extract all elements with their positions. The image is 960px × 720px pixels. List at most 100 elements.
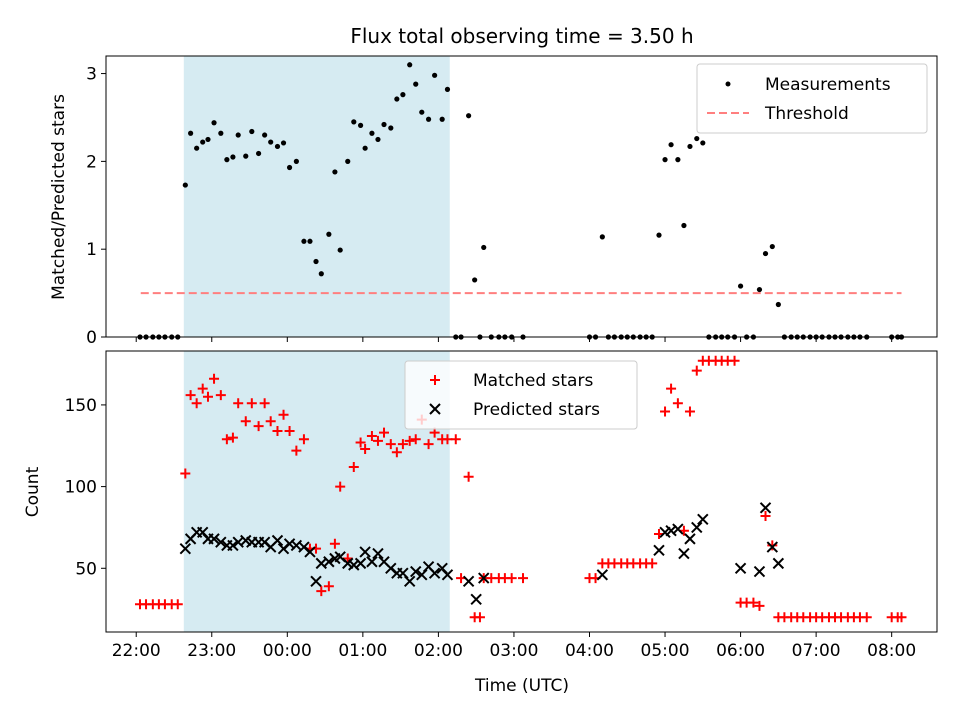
measurement-point bbox=[599, 234, 605, 240]
matched-star-marker bbox=[323, 581, 334, 592]
matched-star-marker bbox=[474, 612, 485, 623]
predicted-star-marker bbox=[271, 534, 284, 547]
measurement-point bbox=[301, 238, 307, 244]
matched-star-marker bbox=[202, 391, 213, 402]
measurement-point bbox=[293, 158, 299, 164]
top-y-axis-label: Matched/Predicted stars bbox=[49, 94, 69, 300]
x-tick-label: 23:00 bbox=[187, 641, 236, 661]
matched-star-marker bbox=[342, 553, 353, 564]
measurement-point bbox=[205, 136, 211, 143]
predicted-star-marker bbox=[323, 556, 335, 568]
measurement-point bbox=[400, 92, 406, 98]
matched-star-marker bbox=[767, 540, 778, 551]
matched-star-marker bbox=[233, 398, 244, 409]
measurement-point bbox=[211, 120, 217, 126]
measurement-point bbox=[194, 145, 200, 151]
bottom-y-tick-label: 100 bbox=[65, 478, 97, 498]
predicted-star-marker bbox=[354, 557, 367, 570]
matched-star-marker bbox=[660, 406, 671, 417]
matched-star-marker bbox=[316, 586, 327, 597]
predicted-star-marker bbox=[227, 539, 239, 552]
x-tick-label: 05:00 bbox=[641, 641, 690, 661]
x-tick-label: 07:00 bbox=[792, 641, 841, 661]
measurement-point bbox=[286, 164, 293, 171]
measurement-point bbox=[274, 143, 281, 150]
predicted-star-marker bbox=[208, 533, 220, 545]
measurement-point bbox=[681, 222, 687, 229]
x-tick-label: 06:00 bbox=[716, 641, 765, 661]
measurement-point bbox=[481, 244, 487, 251]
x-tick-label: 01:00 bbox=[338, 641, 387, 661]
matched-star-marker bbox=[379, 427, 390, 438]
matched-star-marker bbox=[423, 439, 434, 450]
x-tick-label: 03:00 bbox=[489, 641, 538, 661]
predicted-star-marker bbox=[596, 569, 609, 581]
matched-star-marker bbox=[298, 434, 309, 445]
matched-star-marker bbox=[666, 383, 677, 394]
measurement-point bbox=[182, 182, 188, 188]
matched-star-marker bbox=[215, 390, 226, 401]
top-legend: Measurements Threshold bbox=[696, 63, 928, 134]
measurement-point bbox=[369, 130, 375, 136]
predicted-star-marker bbox=[441, 569, 454, 581]
matched-star-marker bbox=[221, 434, 232, 445]
bottom-x-axis-ticks: 22:00 23:00 00:00 01:00 02:00 03:00 04:00 05:00… bbox=[112, 632, 916, 661]
predicted-star-marker bbox=[684, 533, 696, 545]
matched-star-marker bbox=[372, 435, 383, 446]
matched-star-marker bbox=[684, 406, 695, 417]
measurement-point bbox=[326, 231, 332, 237]
measurement-point bbox=[472, 277, 478, 283]
measurement-point bbox=[337, 247, 343, 253]
measurement-point bbox=[432, 72, 438, 78]
matched-legend-marker bbox=[430, 375, 440, 385]
measurement-point bbox=[224, 157, 230, 163]
predicted-star-marker bbox=[428, 567, 441, 579]
measurement-point bbox=[249, 128, 255, 135]
matched-star-marker bbox=[355, 437, 366, 448]
matched-star-marker bbox=[253, 421, 264, 432]
matched-star-marker bbox=[748, 597, 759, 608]
x-tick-label: 08:00 bbox=[867, 641, 916, 661]
measurements-legend-marker bbox=[725, 81, 731, 87]
matched-star-marker bbox=[227, 432, 238, 443]
measurement-point bbox=[357, 122, 364, 128]
measurement-point bbox=[694, 135, 700, 142]
predicted-star-marker bbox=[678, 547, 690, 560]
observing-span-shade-top bbox=[183, 56, 450, 337]
measurement-point bbox=[439, 116, 445, 122]
predicted-star-marker bbox=[403, 575, 416, 588]
top-y-axis-ticks: 0 1 2 3 bbox=[86, 65, 106, 348]
bottom-panel: 50 100 150 22:00 23:00 00:00 01:00 02:00 03:00 0… bbox=[23, 350, 938, 661]
predicted-star-marker bbox=[766, 541, 779, 553]
measurement-point bbox=[756, 286, 763, 293]
top-y-tick-label: 1 bbox=[86, 240, 97, 260]
predicted-star-marker bbox=[672, 523, 684, 535]
predicted-star-marker bbox=[179, 542, 192, 555]
x-tick-label: 02:00 bbox=[414, 641, 463, 661]
predicted-star-marker bbox=[772, 557, 785, 570]
matched-star-marker bbox=[506, 573, 517, 584]
top-y-tick-label: 2 bbox=[86, 152, 97, 172]
predicted-star-marker bbox=[310, 575, 322, 588]
measurement-point bbox=[425, 116, 432, 122]
measurement-point bbox=[444, 86, 451, 92]
measurement-point bbox=[200, 139, 206, 145]
top-panel: 0 1 2 3 Matched/Predicted stars Measurement… bbox=[49, 55, 938, 348]
measurement-point bbox=[413, 81, 419, 87]
matched-star-marker bbox=[385, 439, 396, 450]
matched-star-marker bbox=[518, 573, 529, 584]
measurement-point bbox=[313, 258, 319, 265]
matched-star-marker bbox=[272, 426, 283, 437]
matched-star-marker bbox=[180, 468, 191, 479]
predicted-star-marker bbox=[283, 538, 296, 550]
predicted-star-marker bbox=[410, 565, 422, 578]
matched-star-marker bbox=[760, 511, 771, 522]
bottom-y-axis-label: Count bbox=[23, 466, 43, 517]
measurement-point bbox=[388, 125, 394, 131]
measurement-point bbox=[466, 113, 472, 119]
predicted-star-marker bbox=[304, 546, 316, 558]
matched-legend-label: Matched stars bbox=[473, 371, 593, 391]
matched-star-marker bbox=[329, 538, 340, 549]
predicted-star-marker bbox=[215, 536, 227, 548]
measurement-point bbox=[675, 157, 681, 163]
